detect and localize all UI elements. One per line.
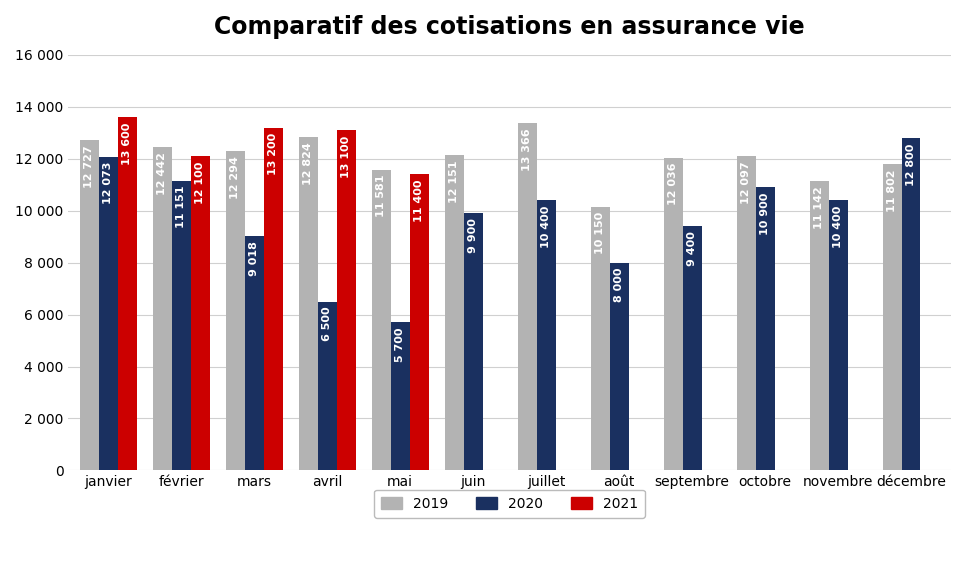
Text: 6 500: 6 500 xyxy=(322,307,333,341)
Bar xyxy=(172,181,190,471)
Bar xyxy=(591,207,609,471)
Text: 13 366: 13 366 xyxy=(522,128,532,171)
Bar xyxy=(99,157,118,471)
Text: 12 097: 12 097 xyxy=(741,162,751,204)
Bar xyxy=(517,123,537,471)
Text: 13 600: 13 600 xyxy=(123,122,132,165)
Bar xyxy=(318,302,337,471)
Text: 12 100: 12 100 xyxy=(195,162,205,204)
Bar xyxy=(391,323,410,471)
Bar xyxy=(829,200,847,471)
Text: 13 200: 13 200 xyxy=(268,133,278,175)
Bar xyxy=(337,130,356,471)
Text: 9 018: 9 018 xyxy=(249,242,259,276)
Bar xyxy=(883,164,901,471)
Bar xyxy=(190,156,210,471)
Text: 11 400: 11 400 xyxy=(414,180,425,222)
Bar xyxy=(445,155,464,471)
Text: 10 900: 10 900 xyxy=(760,193,770,235)
Text: 11 151: 11 151 xyxy=(176,186,187,229)
Text: 12 727: 12 727 xyxy=(84,145,95,187)
Text: 12 073: 12 073 xyxy=(103,162,113,204)
Bar xyxy=(245,236,264,471)
Text: 8 000: 8 000 xyxy=(614,268,624,302)
Text: 9 400: 9 400 xyxy=(688,231,697,266)
Text: 11 802: 11 802 xyxy=(887,169,897,212)
Bar xyxy=(464,213,483,471)
Bar xyxy=(153,148,172,471)
Bar xyxy=(901,138,921,471)
Bar xyxy=(809,181,829,471)
Text: 10 400: 10 400 xyxy=(833,205,843,248)
Legend: 2019, 2020, 2021: 2019, 2020, 2021 xyxy=(374,490,645,517)
Text: 12 036: 12 036 xyxy=(668,163,678,205)
Bar xyxy=(737,156,755,471)
Bar xyxy=(226,151,245,471)
Bar xyxy=(299,137,318,471)
Bar xyxy=(371,169,391,471)
Text: 12 800: 12 800 xyxy=(906,143,916,186)
Text: 12 442: 12 442 xyxy=(158,153,167,195)
Text: 11 581: 11 581 xyxy=(376,175,386,217)
Text: 10 400: 10 400 xyxy=(542,205,551,248)
Title: Comparatif des cotisations en assurance vie: Comparatif des cotisations en assurance … xyxy=(215,15,805,39)
Bar xyxy=(410,175,428,471)
Bar xyxy=(663,158,683,471)
Text: 12 151: 12 151 xyxy=(450,160,459,203)
Text: 12 824: 12 824 xyxy=(304,142,313,185)
Text: 11 142: 11 142 xyxy=(814,186,824,229)
Bar xyxy=(683,226,702,471)
Text: 13 100: 13 100 xyxy=(341,135,351,177)
Bar xyxy=(80,140,99,471)
Bar xyxy=(537,200,556,471)
Text: 9 900: 9 900 xyxy=(468,218,479,253)
Bar xyxy=(118,117,136,471)
Text: 12 294: 12 294 xyxy=(230,157,241,199)
Bar xyxy=(755,187,775,471)
Text: 5 700: 5 700 xyxy=(396,328,405,362)
Bar xyxy=(609,262,629,471)
Text: 10 150: 10 150 xyxy=(595,212,605,254)
Bar xyxy=(264,128,282,471)
